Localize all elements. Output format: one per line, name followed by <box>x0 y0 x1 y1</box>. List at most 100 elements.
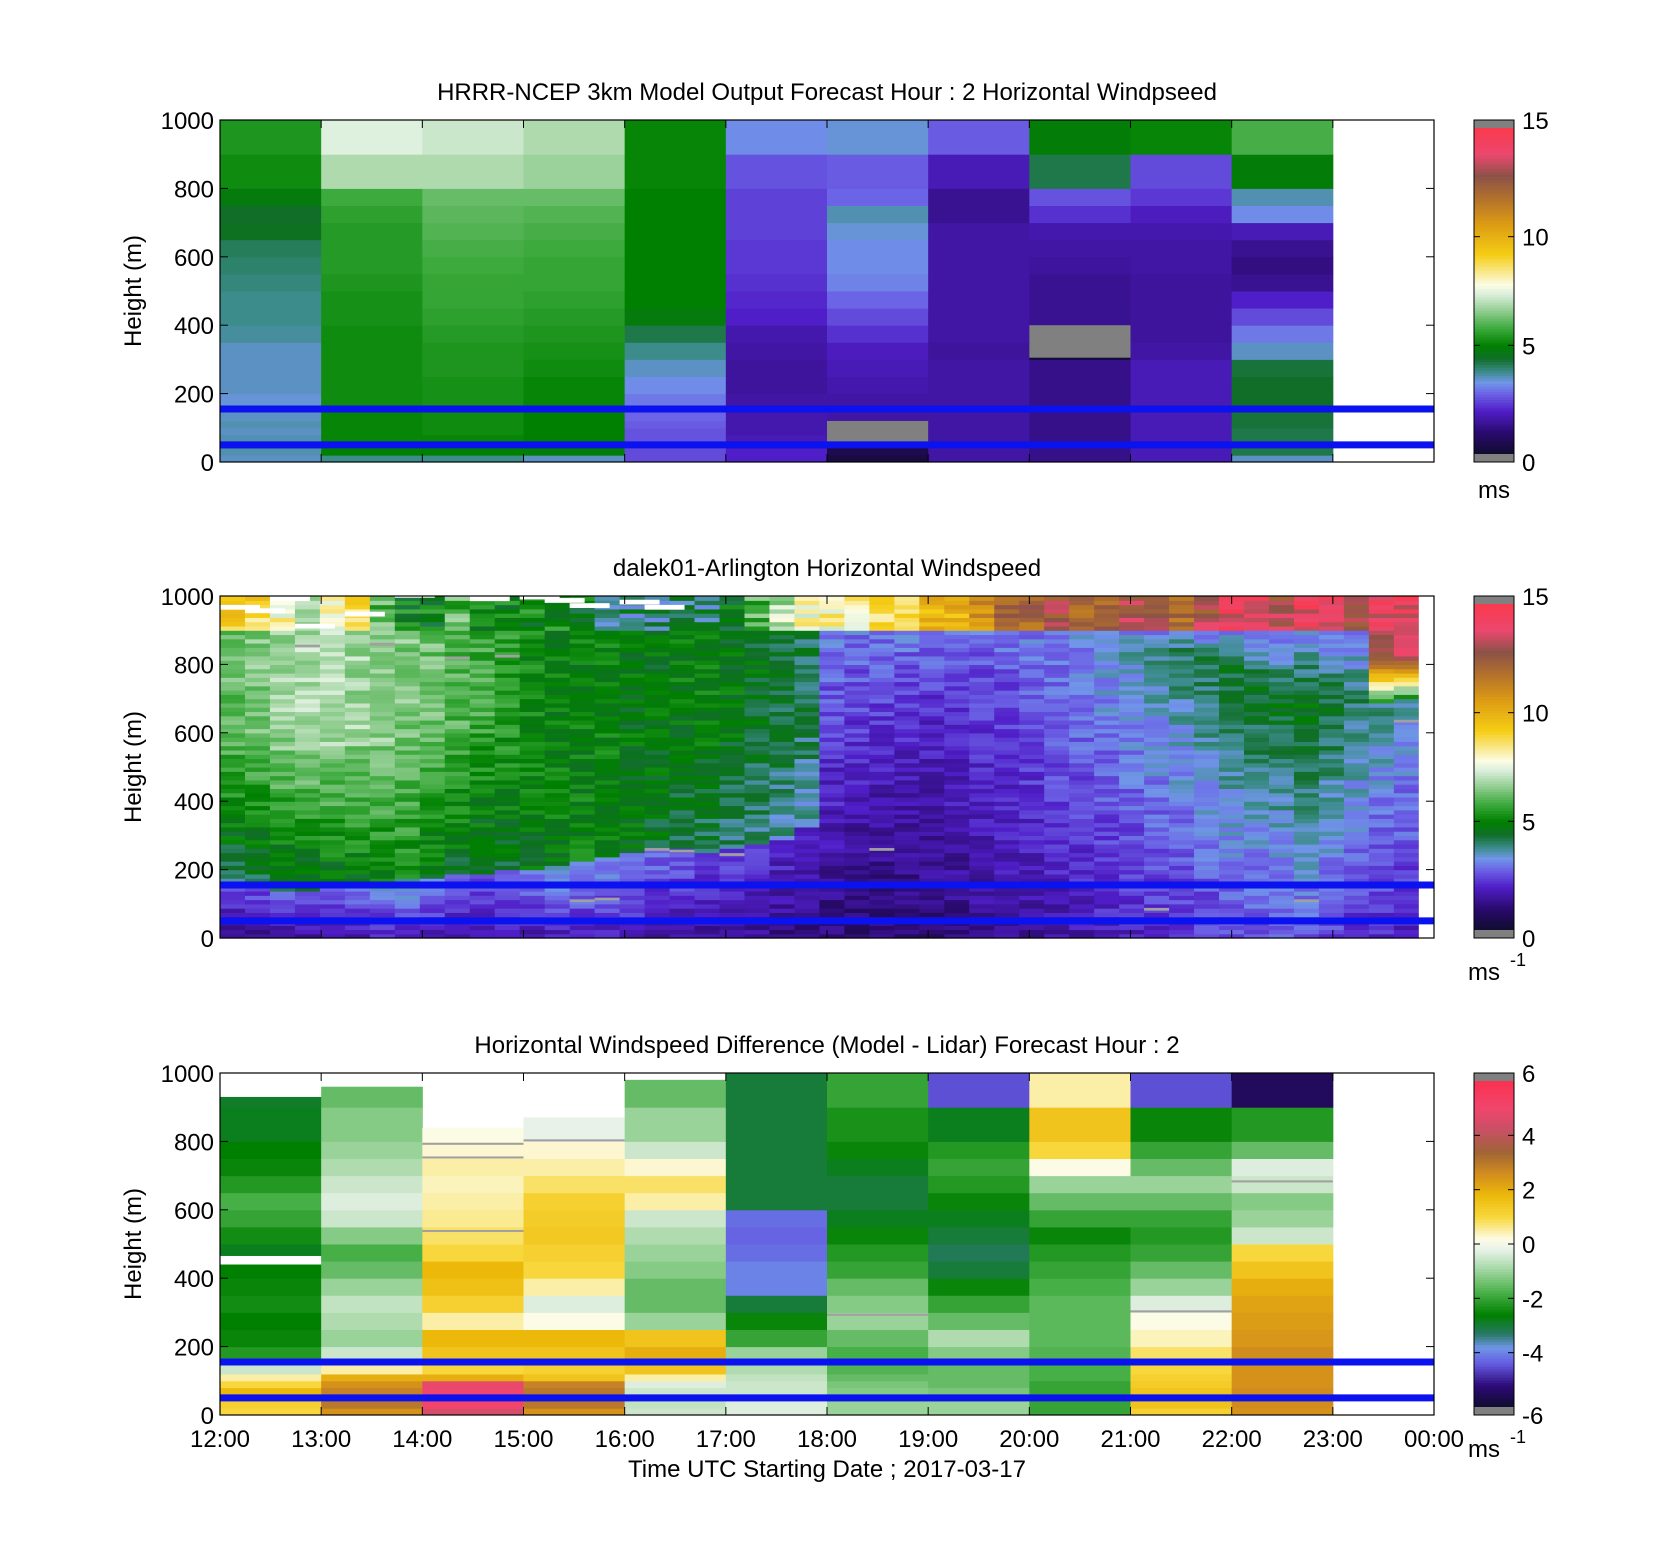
heatmap-cell <box>319 852 346 858</box>
heatmap-cell <box>419 668 446 674</box>
heatmap-cell <box>1268 707 1295 713</box>
heatmap-cell <box>569 677 596 683</box>
heatmap-cell <box>1019 848 1045 854</box>
heatmap-cell <box>494 737 521 742</box>
heatmap-cell <box>719 805 746 811</box>
heatmap-cell <box>269 630 296 636</box>
colorbar-swatch <box>1474 1249 1514 1253</box>
heatmap-cell <box>469 912 496 918</box>
heatmap-cell <box>1318 762 1345 768</box>
heatmap-cell <box>220 792 246 798</box>
heatmap-cell <box>1368 933 1395 939</box>
heatmap-cell <box>969 784 995 789</box>
heatmap-cell <box>969 664 995 670</box>
heatmap-cell <box>494 822 521 828</box>
heatmap-cell <box>969 861 995 866</box>
heatmap-cell <box>869 728 895 734</box>
heatmap-cell <box>869 899 895 905</box>
heatmap-cell <box>519 861 546 866</box>
heatmap-cell <box>469 895 496 901</box>
heatmap-cell <box>827 1244 929 1262</box>
heatmap-cell <box>969 762 995 768</box>
heatmap-cell <box>244 814 271 819</box>
heatmap-cell <box>1044 771 1070 777</box>
heatmap-cell <box>644 694 671 700</box>
heatmap-cell <box>725 291 828 309</box>
heatmap-cell <box>444 749 471 755</box>
x-tick-label: 14:00 <box>392 1426 452 1453</box>
heatmap-cell <box>819 690 845 695</box>
heatmap-cell <box>594 711 621 717</box>
heatmap-cell <box>544 771 571 777</box>
heatmap-cell <box>794 805 821 811</box>
colorbar-swatch <box>1474 369 1514 374</box>
heatmap-cell <box>744 899 771 905</box>
colorbar-swatch <box>1474 612 1514 616</box>
heatmap-cell <box>594 672 621 678</box>
heatmap-cell <box>544 707 571 713</box>
heatmap-cell <box>1268 754 1295 760</box>
heatmap-cell <box>819 899 845 905</box>
heatmap-cell <box>1169 754 1195 760</box>
heatmap-cell <box>1219 634 1245 640</box>
colorbar-swatch <box>1474 263 1514 268</box>
heatmap-cell <box>719 878 746 884</box>
heatmap-cell <box>1368 784 1395 789</box>
heatmap-cell <box>1144 728 1170 734</box>
heatmap-cell <box>1219 878 1245 884</box>
heatmap-cell <box>644 745 671 751</box>
heatmap-cell <box>444 925 471 931</box>
heatmap-cell <box>544 822 571 828</box>
heatmap-cell <box>1268 843 1295 849</box>
heatmap-cell <box>519 903 546 909</box>
heatmap-cell <box>1194 788 1220 794</box>
heatmap-cell <box>544 818 571 824</box>
heatmap-cell <box>919 826 945 832</box>
colorbar-swatch <box>1474 853 1514 858</box>
heatmap-cell <box>394 677 421 683</box>
heatmap-cell <box>519 732 546 738</box>
heatmap-cell <box>794 878 821 884</box>
heatmap-cell <box>344 865 371 871</box>
colorbar-swatch <box>1474 655 1514 659</box>
heatmap-cell <box>1343 886 1370 892</box>
heatmap-cell <box>419 737 446 742</box>
heatmap-cell <box>569 822 596 828</box>
heatmap-cell <box>1130 205 1233 224</box>
heatmap-cell <box>919 604 945 610</box>
heatmap-cell <box>544 672 571 678</box>
colorbar-swatch <box>1474 1216 1514 1221</box>
x-tick-label: 22:00 <box>1202 1426 1262 1453</box>
colorbar-swatch <box>1474 130 1514 135</box>
heatmap-cell <box>827 222 929 241</box>
heatmap-cell <box>1343 634 1370 640</box>
heatmap-cell <box>794 660 821 665</box>
heatmap-cell <box>725 1387 828 1395</box>
heatmap-cell <box>344 822 371 828</box>
heatmap-cell <box>419 801 446 807</box>
heatmap-cell <box>744 625 771 631</box>
heatmap-cell <box>523 1192 626 1211</box>
heatmap-cell <box>744 826 771 832</box>
heatmap-cell <box>644 749 671 755</box>
heatmap-cell <box>422 434 524 442</box>
heatmap-cell <box>994 912 1020 918</box>
heatmap-cell <box>769 925 796 931</box>
heatmap-cell <box>244 809 271 815</box>
heatmap-cell <box>1169 929 1195 935</box>
heatmap-cell <box>694 702 721 708</box>
heatmap-cell <box>1343 728 1370 734</box>
heatmap-cell <box>669 784 696 789</box>
heatmap-cell <box>1169 839 1195 845</box>
heatmap-cell <box>494 861 521 866</box>
heatmap-cell <box>744 621 771 627</box>
heatmap-cell <box>1219 660 1245 665</box>
heatmap-cell <box>422 420 524 429</box>
heatmap-cell <box>269 852 296 858</box>
heatmap-cell <box>1144 929 1170 935</box>
colorbar-swatch <box>1474 1328 1514 1332</box>
heatmap-cell <box>619 809 646 815</box>
heatmap-cell <box>1194 852 1220 858</box>
heatmap-cell <box>894 818 920 824</box>
heatmap-cell <box>1268 737 1295 742</box>
